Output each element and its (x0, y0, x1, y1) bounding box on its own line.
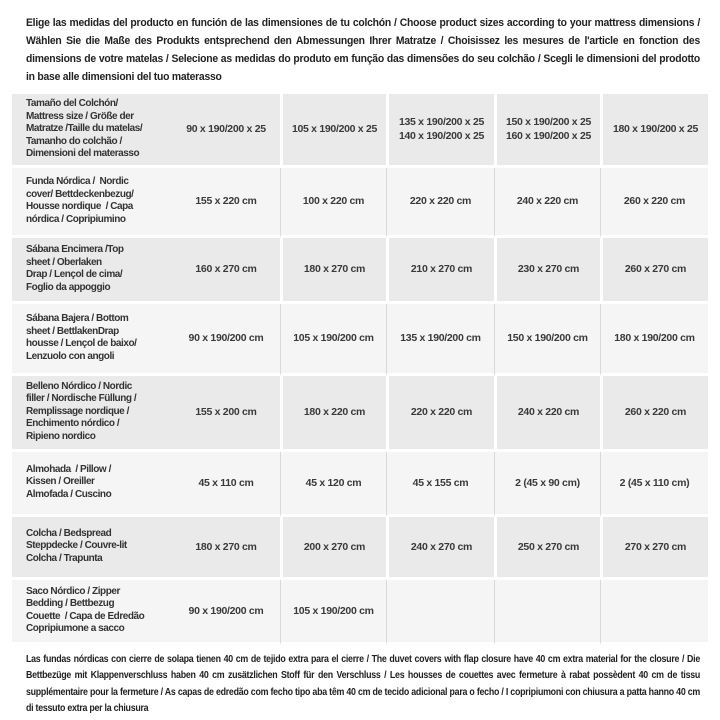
size-value-cell: 45 x 120 cm (280, 451, 386, 517)
row-label: Sábana Encimera /Top sheet / Oberlaken D… (12, 237, 172, 304)
table-row: Sábana Encimera /Top sheet / Oberlaken D… (12, 237, 708, 304)
size-value-cell: 2 (45 x 110 cm) (600, 451, 708, 517)
size-value-cell: 100 x 220 cm (280, 167, 386, 238)
row-label: Colcha / Bedspread Steppdecke / Couvre-l… (12, 516, 172, 580)
size-value-cell (494, 579, 600, 645)
size-value-cell: 180 x 220 cm (280, 375, 386, 452)
size-value-cell: 240 x 220 cm (494, 375, 600, 452)
size-value-cell: 250 x 270 cm (494, 516, 600, 580)
size-value-cell: 200 x 270 cm (280, 516, 386, 580)
size-value-cell: 2 (45 x 90 cm) (494, 451, 600, 517)
header-instructions-text: Elige las medidas del producto en funció… (26, 17, 701, 83)
table-row: Tamaño del Colchón/ Mattress size / Größ… (12, 94, 708, 168)
size-value-cell: 160 x 270 cm (172, 237, 280, 304)
size-value-cell (600, 579, 708, 645)
size-value-cell: 155 x 220 cm (172, 167, 280, 238)
table-row: Saco Nórdico / Zipper Bedding / Bettbezu… (12, 579, 708, 645)
table-row: Almohada / Pillow / Kissen / Oreiller Al… (12, 451, 708, 517)
size-value-cell: 270 x 270 cm (600, 516, 708, 580)
size-value-cell: 180 x 270 cm (172, 516, 280, 580)
table-row: Sábana Bajera / Bottom sheet / Bettlaken… (12, 303, 708, 376)
size-value-cell: 220 x 220 cm (386, 375, 494, 452)
size-value-cell: 210 x 270 cm (386, 237, 494, 304)
size-value-cell (386, 579, 494, 645)
size-value-cell: 45 x 155 cm (386, 451, 494, 517)
size-value-cell: 135 x 190/200 x 25 140 x 190/200 x 25 (386, 94, 494, 168)
size-value-cell: 105 x 190/200 cm (280, 303, 386, 376)
size-value-cell: 45 x 110 cm (172, 451, 280, 517)
size-value-cell: 260 x 220 cm (600, 167, 708, 238)
table-row: Funda Nórdica / Nordic cover/ Bettdecken… (12, 167, 708, 238)
size-value-cell: 180 x 190/200 x 25 (600, 94, 708, 168)
size-value-cell: 260 x 220 cm (600, 375, 708, 452)
row-label: Tamaño del Colchón/ Mattress size / Größ… (12, 94, 172, 168)
row-label: Belleno Nórdico / Nordic filler / Nordis… (12, 375, 172, 452)
size-value-cell: 105 x 190/200 cm (280, 579, 386, 645)
size-value-cell: 135 x 190/200 cm (386, 303, 494, 376)
table-row: Belleno Nórdico / Nordic filler / Nordis… (12, 375, 708, 452)
size-value-cell: 220 x 220 cm (386, 167, 494, 238)
size-value-cell: 90 x 190/200 cm (172, 579, 280, 645)
size-value-cell: 90 x 190/200 cm (172, 303, 280, 376)
row-label: Almohada / Pillow / Kissen / Oreiller Al… (12, 451, 172, 517)
row-label: Sábana Bajera / Bottom sheet / Bettlaken… (12, 303, 172, 376)
footer: Las fundas nórdicas con cierre de solapa… (0, 645, 720, 718)
size-value-cell: 150 x 190/200 x 25 160 x 190/200 x 25 (494, 94, 600, 168)
size-value-cell: 105 x 190/200 x 25 (280, 94, 386, 168)
size-value-cell: 150 x 190/200 cm (494, 303, 600, 376)
table-row: Colcha / Bedspread Steppdecke / Couvre-l… (12, 516, 708, 580)
size-value-cell: 180 x 270 cm (280, 237, 386, 304)
size-value-cell: 240 x 270 cm (386, 516, 494, 580)
size-value-cell: 240 x 220 cm (494, 167, 600, 238)
size-value-cell: 230 x 270 cm (494, 237, 600, 304)
size-value-cell: 260 x 270 cm (600, 237, 708, 304)
size-value-cell: 90 x 190/200 x 25 (172, 94, 280, 168)
row-label: Saco Nórdico / Zipper Bedding / Bettbezu… (12, 579, 172, 645)
size-value-cell: 180 x 190/200 cm (600, 303, 708, 376)
footer-note-text: Las fundas nórdicas con cierre de solapa… (26, 653, 701, 715)
row-label: Funda Nórdica / Nordic cover/ Bettdecken… (12, 167, 172, 238)
size-table-body: Tamaño del Colchón/ Mattress size / Größ… (12, 94, 708, 645)
header: Elige las medidas del producto en funció… (0, 0, 720, 94)
size-table: Tamaño del Colchón/ Mattress size / Größ… (12, 94, 708, 645)
size-value-cell: 155 x 200 cm (172, 375, 280, 452)
